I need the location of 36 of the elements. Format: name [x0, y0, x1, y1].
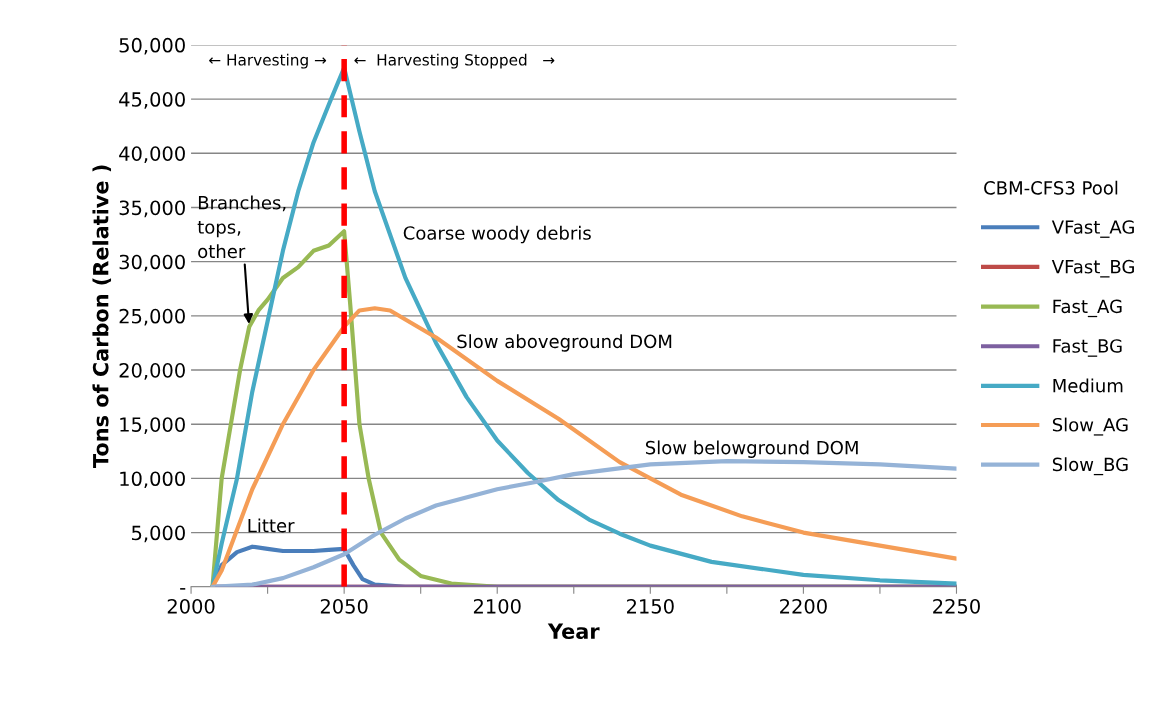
legend-label: Slow_BG — [1052, 457, 1128, 476]
legend-label: Fast_AG — [1053, 299, 1122, 318]
x-tick-label: 2100 — [473, 598, 521, 614]
x-tick-label: 2250 — [933, 598, 980, 614]
x-tick-label: 2200 — [780, 598, 827, 614]
y-tick-label: 5,000 — [132, 525, 185, 543]
annotation: Slow aboveground DOM — [457, 334, 672, 352]
y-axis-title: Tons of Carbon (Relative ) — [92, 165, 112, 468]
y-tick-label: 30,000 — [119, 254, 185, 272]
x-tick-label: 2000 — [167, 598, 215, 614]
y-tick-label: - — [180, 588, 186, 590]
y-tick-label: 45,000 — [119, 92, 185, 109]
y-tick-label: 40,000 — [119, 146, 185, 163]
y-tick-label: 20,000 — [119, 363, 185, 380]
y-tick-label: 15,000 — [120, 417, 185, 434]
annotation: Coarse woody debris — [403, 225, 591, 244]
annotation: Slow belowground DOM — [645, 440, 858, 458]
y-tick-label: 10,000 — [120, 471, 185, 489]
legend-label: VFast_AG — [1051, 220, 1134, 238]
legend-label: VFast_BG — [1051, 259, 1134, 278]
annotation: ← Harvesting Stopped → — [354, 53, 555, 69]
annotation: Branches, tops, other — [197, 195, 286, 259]
x-tick-label: 2150 — [627, 598, 674, 614]
y-tick-label: 35,000 — [119, 200, 185, 218]
line-series — [210, 306, 957, 587]
y-tick-label: 25,000 — [119, 308, 185, 326]
annotation: Litter — [248, 518, 295, 533]
y-tick-label: 50,000 — [119, 37, 185, 55]
legend-label: Medium — [1053, 378, 1123, 393]
x-tick-label: 2050 — [320, 598, 368, 614]
legend-title: CBM-CFS3 Pool — [984, 180, 1118, 195]
legend-label: Fast_BG — [1053, 339, 1122, 357]
legend-label: Slow_AG — [1052, 417, 1128, 436]
line-series — [210, 458, 957, 587]
annotation: ← Harvesting → — [209, 53, 327, 69]
x-axis-title: Year — [547, 623, 600, 640]
